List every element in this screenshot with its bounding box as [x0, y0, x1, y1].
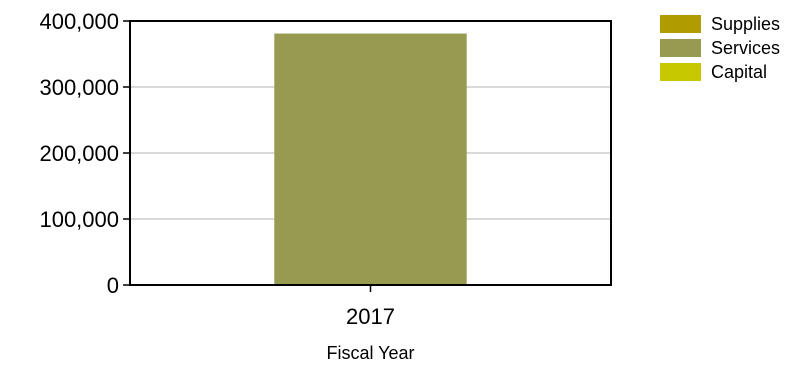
legend-swatch — [660, 39, 701, 57]
y-tick-label: 400,000 — [39, 9, 119, 34]
legend-item-capital: Capital — [660, 60, 780, 84]
y-axis-ticks: 0 100,000 200,000 300,000 400,000 — [39, 9, 130, 298]
bar-services-2017 — [274, 33, 467, 285]
y-tick-label: 200,000 — [39, 141, 119, 166]
legend-label: Supplies — [711, 13, 781, 34]
legend-item-supplies: Supplies — [660, 12, 780, 36]
y-tick-label: 0 — [107, 273, 119, 298]
legend-label: Capital — [711, 61, 768, 82]
legend: Supplies Services Capital — [660, 12, 780, 84]
y-tick-label: 300,000 — [39, 75, 119, 100]
y-tick-label: 100,000 — [39, 207, 119, 232]
legend-item-services: Services — [660, 36, 780, 60]
x-tick-label: 2017 — [346, 304, 395, 329]
x-axis-ticks: 2017 — [346, 285, 395, 329]
bars — [274, 33, 467, 285]
x-axis-title: Fiscal Year — [326, 343, 414, 363]
legend-swatch — [660, 63, 701, 81]
legend-swatch — [660, 15, 701, 33]
legend-label: Services — [711, 37, 781, 58]
